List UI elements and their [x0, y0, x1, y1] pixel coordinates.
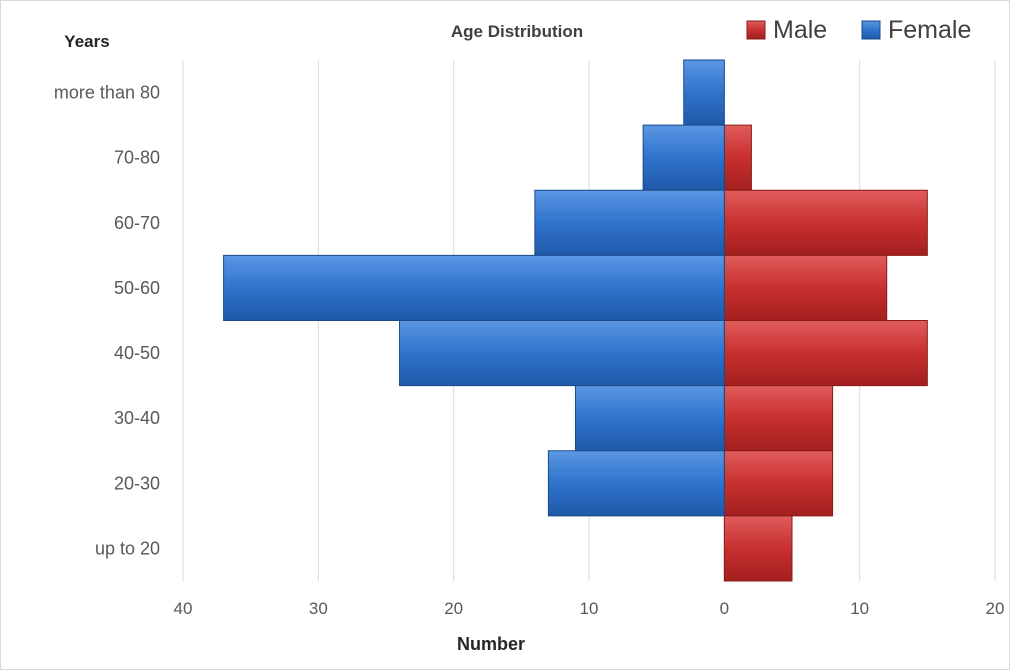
- x-tick-label: 20: [444, 599, 463, 618]
- legend-swatch-female: [861, 20, 881, 40]
- category-label: 70-80: [114, 148, 160, 168]
- bar-female: [223, 254, 725, 321]
- x-axis-title: Number: [457, 634, 525, 654]
- x-tick-label: 0: [720, 599, 729, 618]
- category-label: 30-40: [114, 408, 160, 428]
- legend-label-male: Male: [773, 16, 827, 44]
- bar-female: [399, 320, 725, 387]
- bar-male: [723, 254, 888, 321]
- category-labels: more than 80 70-80 60-70 50-60 40-50 30-40 20-…: [54, 83, 160, 559]
- bar-female: [683, 59, 725, 126]
- bar-female: [547, 450, 725, 517]
- category-label: 60-70: [114, 213, 160, 233]
- category-label: 20-30: [114, 473, 160, 493]
- bar-female: [534, 189, 725, 256]
- legend-label-female: Female: [888, 16, 971, 44]
- x-tick-label: 40: [174, 599, 193, 618]
- bars: [223, 59, 928, 582]
- x-tick-labels: 40 30 20 10 0 10 20: [174, 599, 1005, 618]
- bar-male: [723, 320, 928, 387]
- bar-male: [723, 515, 793, 582]
- bar-male: [723, 124, 752, 191]
- bar-male: [723, 385, 834, 452]
- category-label: up to 20: [95, 538, 160, 558]
- x-tick-label: 20: [986, 599, 1005, 618]
- x-tick-label: 10: [850, 599, 869, 618]
- bar-male: [723, 450, 834, 517]
- chart-title: Age Distribution: [451, 22, 583, 41]
- x-tick-label: 30: [309, 599, 328, 618]
- legend: Male Female: [746, 16, 971, 44]
- bar-female: [642, 124, 725, 191]
- category-label: 40-50: [114, 343, 160, 363]
- bar-female: [574, 385, 725, 452]
- category-label: more than 80: [54, 83, 160, 103]
- y-axis-title: Years: [64, 32, 109, 51]
- category-label: 50-60: [114, 278, 160, 298]
- bar-male: [723, 189, 928, 256]
- legend-swatch-male: [746, 20, 766, 40]
- x-tick-label: 10: [580, 599, 599, 618]
